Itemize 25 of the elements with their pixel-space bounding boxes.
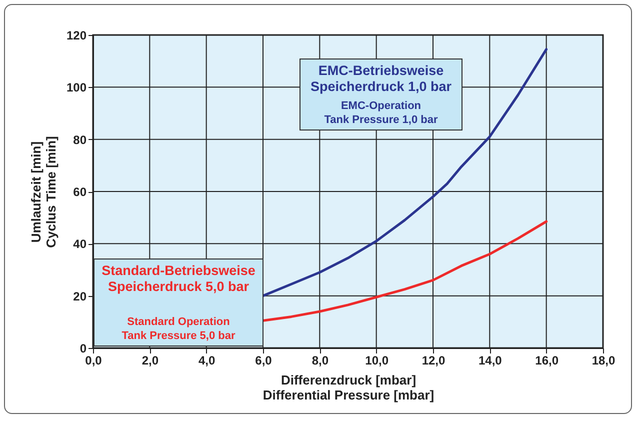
x-tick-label: 2,0 <box>142 354 159 368</box>
annotation: EMC-Betriebsweise Speicherdruck 1,0 bar <box>310 63 452 94</box>
y-tick-label: 20 <box>73 289 87 304</box>
x-axis-title: Differenzdruck [mbar] Differential Pressure [mbar] <box>262 372 434 402</box>
x-tick-label: 18,0 <box>592 354 616 368</box>
y-tick-label: 120 <box>66 28 87 42</box>
y-tick-label: 0 <box>80 342 87 356</box>
y-tick-label: 100 <box>66 80 87 95</box>
y-tick-label: 40 <box>73 237 87 252</box>
annotation: Standard Operation Tank Pressure 5,0 bar <box>122 316 236 342</box>
line-series <box>262 220 548 322</box>
x-tick-label: 6,0 <box>255 354 272 368</box>
line-series <box>262 48 548 298</box>
y-axis-title: Umlaufzeit [min] Cyclus Time [min] <box>28 136 58 248</box>
annotation: EMC-Operation Tank Pressure 1,0 bar <box>324 100 438 126</box>
x-tick-label: 12,0 <box>422 354 446 368</box>
x-tick-label: 4,0 <box>198 354 216 368</box>
x-tick-label: 10,0 <box>365 354 389 368</box>
y-tick-label: 60 <box>73 185 87 199</box>
x-tick-label: 16,0 <box>535 354 559 368</box>
x-tick-label: 0,0 <box>85 354 102 368</box>
annotation: Standard-Betriebsweise Speicherdruck 5,0 bar <box>102 263 256 294</box>
x-tick-label: 14,0 <box>478 354 502 368</box>
y-tick-label: 80 <box>73 132 87 147</box>
x-tick-label: 8,0 <box>312 354 329 368</box>
